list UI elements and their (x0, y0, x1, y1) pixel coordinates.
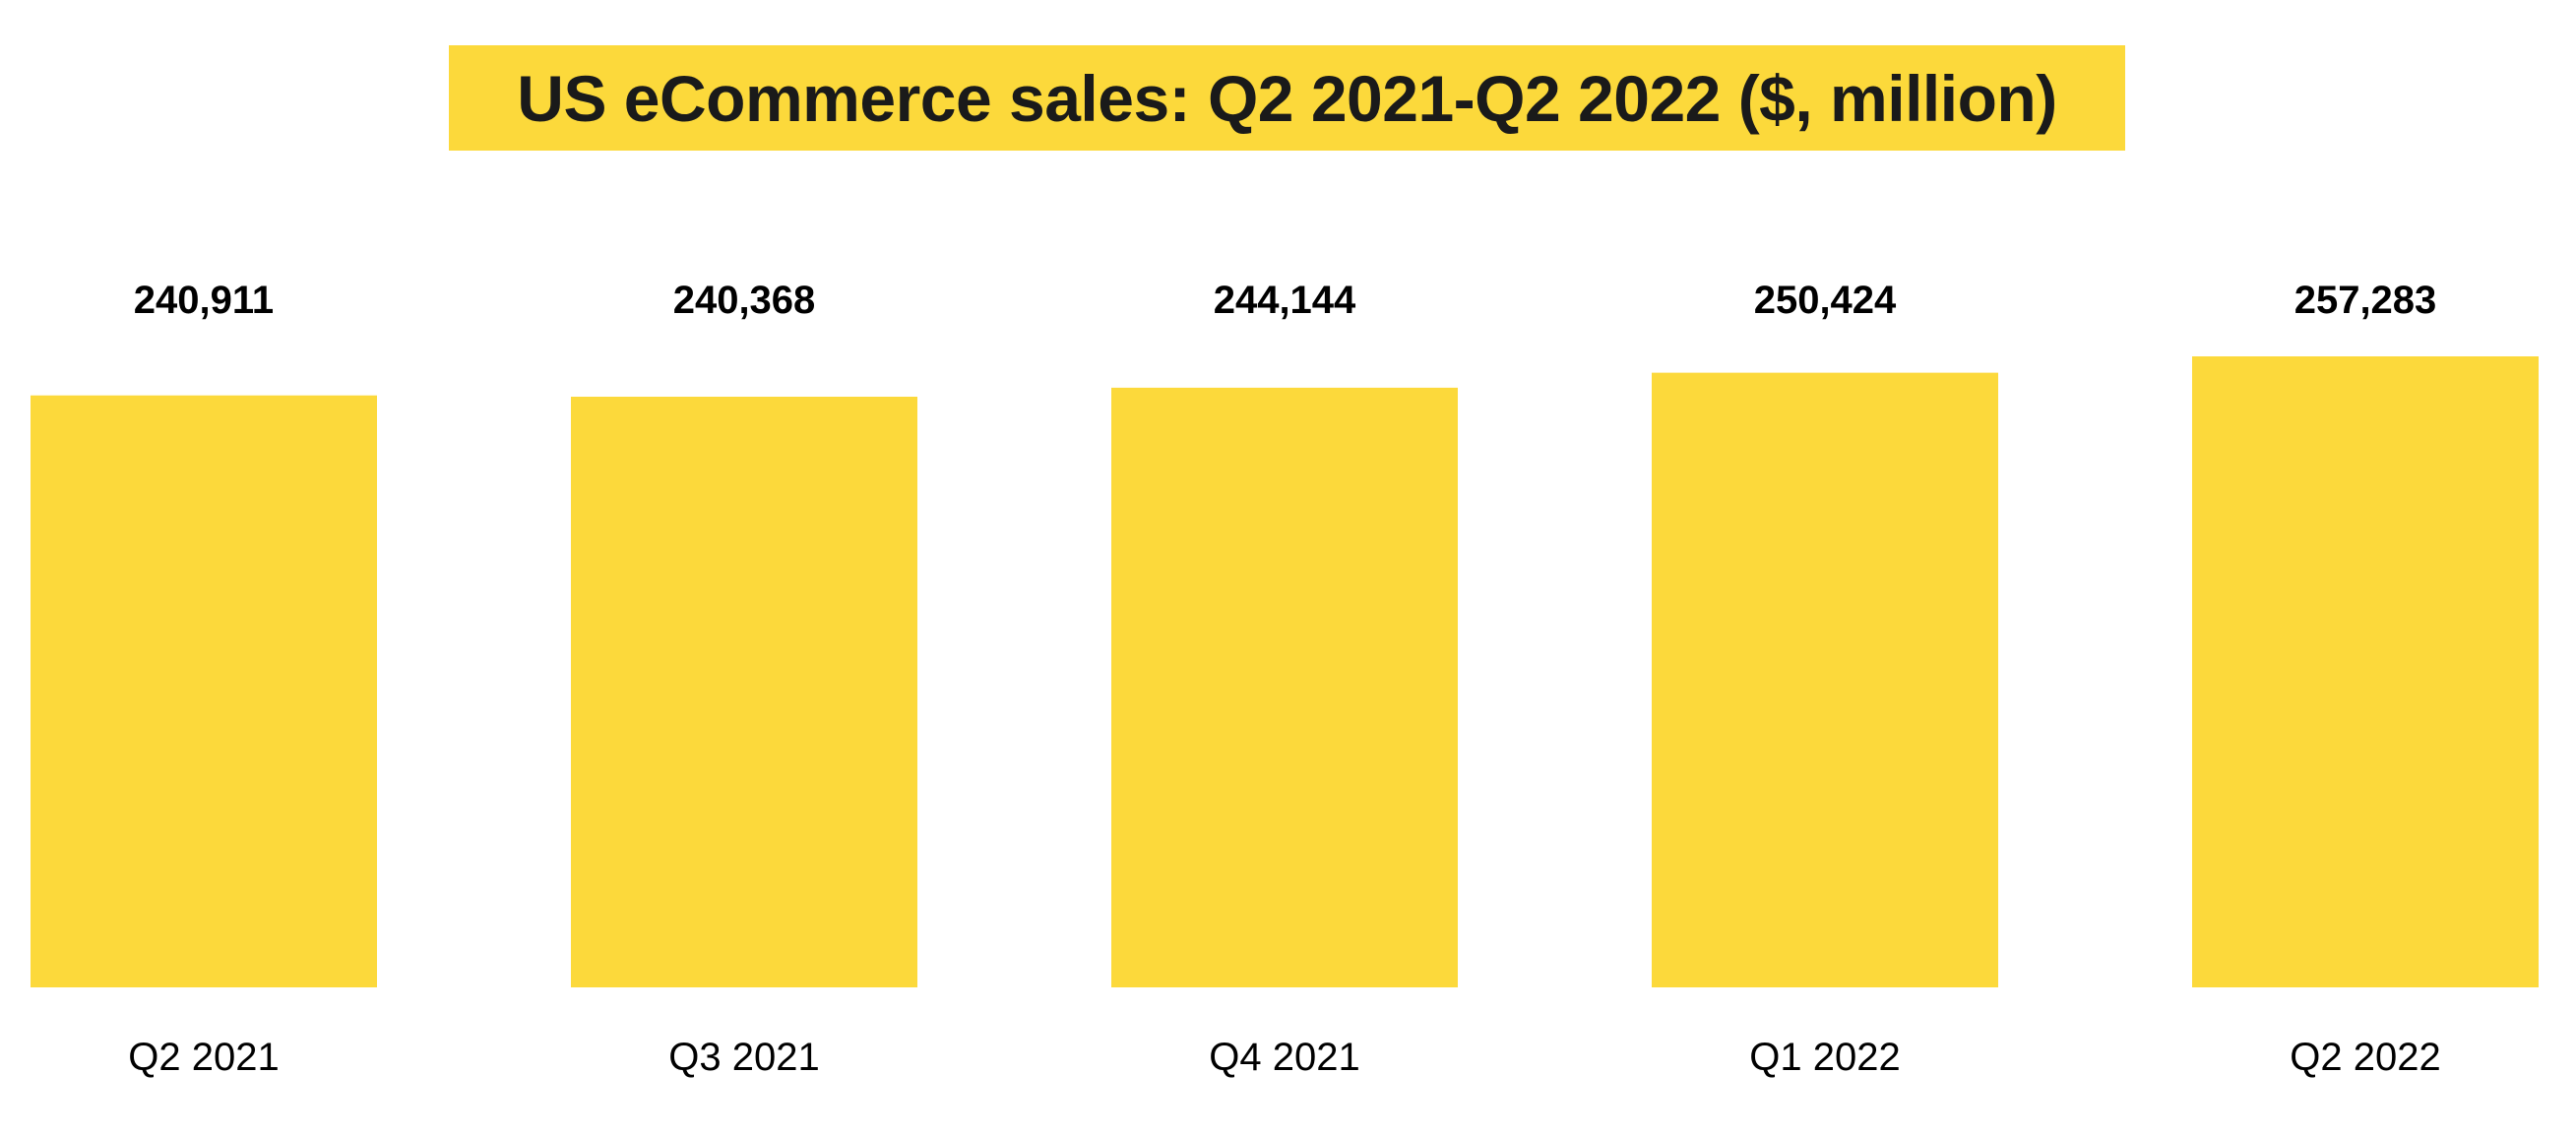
chart-title-banner: US eCommerce sales: Q2 2021-Q2 2022 ($, … (449, 45, 2125, 151)
value-label: 250,424 (1754, 279, 1897, 322)
bar-q1-2022 (1652, 372, 1998, 987)
bar-q2-2022 (2192, 356, 2539, 987)
category-label: Q2 2021 (128, 1036, 279, 1079)
category-label: Q3 2021 (668, 1036, 819, 1079)
value-label: 257,283 (2294, 279, 2437, 322)
category-label: Q4 2021 (1209, 1036, 1359, 1079)
category-label: Q1 2022 (1749, 1036, 1900, 1079)
value-label: 244,144 (1214, 279, 1356, 322)
bar-q2-2021 (31, 395, 377, 987)
bar-q4-2021 (1111, 387, 1458, 987)
category-label: Q2 2022 (2290, 1036, 2440, 1079)
value-label: 240,368 (673, 279, 816, 322)
chart-title: US eCommerce sales: Q2 2021-Q2 2022 ($, … (517, 61, 2057, 135)
bar-q3-2021 (571, 397, 917, 987)
value-label: 240,911 (134, 279, 274, 322)
